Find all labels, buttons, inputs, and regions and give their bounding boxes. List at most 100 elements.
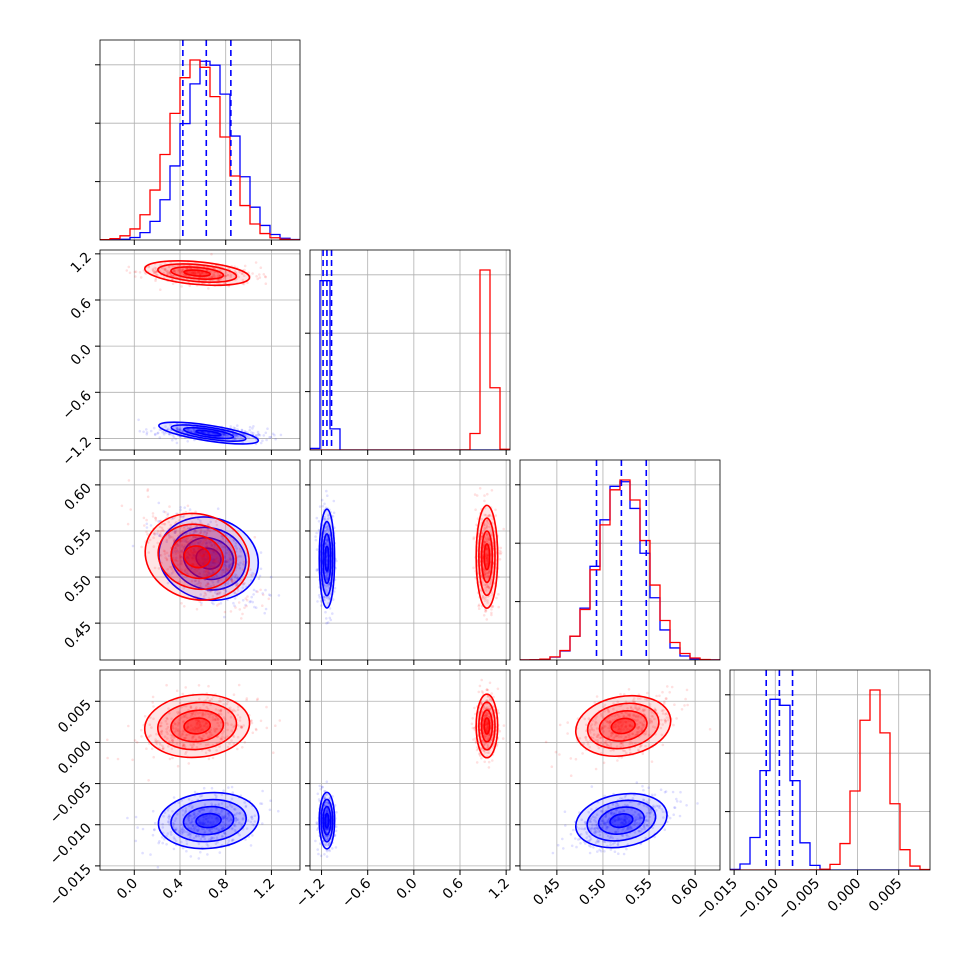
scatter-point bbox=[176, 544, 180, 547]
scatter-point bbox=[183, 569, 187, 572]
scatter-point bbox=[486, 751, 489, 755]
scatter-point bbox=[205, 726, 208, 729]
scatter-point bbox=[209, 838, 213, 841]
scatter-point bbox=[242, 560, 246, 564]
scatter-point bbox=[262, 434, 266, 437]
scatter-point bbox=[326, 835, 330, 839]
scatter-point bbox=[181, 269, 184, 272]
scatter-point bbox=[165, 557, 169, 561]
scatter-point bbox=[198, 542, 201, 546]
scatter-point bbox=[233, 427, 237, 430]
scatter-point bbox=[206, 431, 210, 435]
scatter-point bbox=[156, 866, 160, 869]
scatter-point bbox=[227, 560, 230, 563]
scatter-point bbox=[146, 495, 150, 499]
scatter-point bbox=[197, 271, 201, 275]
scatter-point bbox=[179, 555, 182, 558]
scatter-point bbox=[327, 514, 330, 518]
scatter-point bbox=[162, 432, 166, 436]
scatter-point bbox=[324, 809, 328, 813]
scatter-point bbox=[250, 431, 253, 434]
scatter-point bbox=[188, 813, 192, 817]
scatter-point bbox=[613, 820, 616, 823]
scatter-point bbox=[181, 730, 184, 734]
scatter-point bbox=[192, 742, 195, 746]
contour-series-1 bbox=[170, 534, 224, 580]
scatter-point bbox=[216, 274, 219, 278]
scatter-point bbox=[165, 558, 169, 562]
scatter-point bbox=[161, 430, 164, 434]
scatter-point bbox=[172, 556, 175, 560]
scatter-point bbox=[324, 529, 327, 533]
scatter-point bbox=[193, 554, 196, 558]
scatter-point bbox=[262, 273, 266, 276]
scatter-point bbox=[223, 274, 227, 278]
scatter-point bbox=[140, 735, 143, 738]
scatter-point bbox=[322, 796, 326, 800]
scatter-point bbox=[199, 728, 203, 732]
scatter-point bbox=[230, 839, 234, 843]
scatter-point bbox=[486, 722, 489, 726]
scatter-point bbox=[153, 532, 156, 536]
scatter-point bbox=[250, 815, 253, 819]
scatter-point bbox=[183, 745, 187, 749]
scatter-point bbox=[185, 267, 188, 271]
scatter-point bbox=[319, 604, 323, 607]
scatter-point bbox=[485, 726, 489, 730]
scatter-point bbox=[182, 527, 186, 530]
scatter-point bbox=[209, 703, 212, 707]
scatter-point bbox=[480, 701, 483, 705]
scatter-point bbox=[187, 527, 190, 530]
scatter-point bbox=[233, 597, 237, 600]
scatter-point bbox=[483, 742, 487, 746]
scatter-point bbox=[633, 831, 637, 834]
scatter-point bbox=[193, 571, 196, 574]
scatter-point bbox=[236, 435, 239, 439]
scatter-point bbox=[471, 717, 475, 720]
scatter-point bbox=[194, 510, 197, 514]
scatter-point bbox=[220, 827, 223, 831]
scatter-point bbox=[208, 829, 212, 832]
scatter-point bbox=[223, 831, 226, 835]
scatter-point bbox=[210, 561, 214, 565]
scatter-point bbox=[196, 729, 200, 733]
scatter-point bbox=[624, 794, 628, 797]
scatter-point bbox=[325, 559, 329, 562]
scatter-point bbox=[199, 585, 203, 589]
scatter-point bbox=[127, 265, 131, 269]
scatter-point bbox=[241, 586, 245, 590]
scatter-point bbox=[204, 593, 208, 596]
scatter-point bbox=[177, 551, 180, 554]
scatter-point bbox=[206, 820, 210, 823]
scatter-point bbox=[217, 278, 221, 282]
scatter-point bbox=[181, 270, 184, 273]
scatter-point bbox=[146, 489, 149, 493]
scatter-point bbox=[240, 823, 243, 826]
scatter-point bbox=[150, 747, 154, 751]
scatter-point bbox=[163, 267, 167, 271]
scatter-point bbox=[326, 577, 329, 581]
scatter-point bbox=[323, 516, 326, 519]
scatter-point bbox=[175, 548, 178, 551]
scatter-point bbox=[210, 836, 213, 840]
scatter-point bbox=[174, 530, 177, 534]
scatter-point bbox=[191, 824, 195, 827]
scatter-point bbox=[484, 597, 487, 600]
scatter-point bbox=[489, 581, 493, 584]
scatter-point bbox=[230, 785, 234, 789]
scatter-point bbox=[213, 727, 216, 731]
scatter-point bbox=[158, 428, 162, 431]
scatter-point bbox=[486, 572, 490, 575]
scatter-point bbox=[214, 842, 218, 846]
scatter-point bbox=[616, 830, 619, 833]
scatter-point bbox=[325, 551, 329, 555]
scatter-point bbox=[257, 433, 260, 436]
scatter-point bbox=[236, 713, 240, 717]
scatter-point bbox=[187, 558, 190, 561]
scatter-point bbox=[167, 816, 170, 819]
scatter-point bbox=[171, 741, 175, 744]
scatter-point bbox=[167, 432, 171, 436]
scatter-point bbox=[149, 716, 152, 719]
contour-series-0 bbox=[195, 812, 222, 829]
scatter-point bbox=[236, 424, 239, 427]
